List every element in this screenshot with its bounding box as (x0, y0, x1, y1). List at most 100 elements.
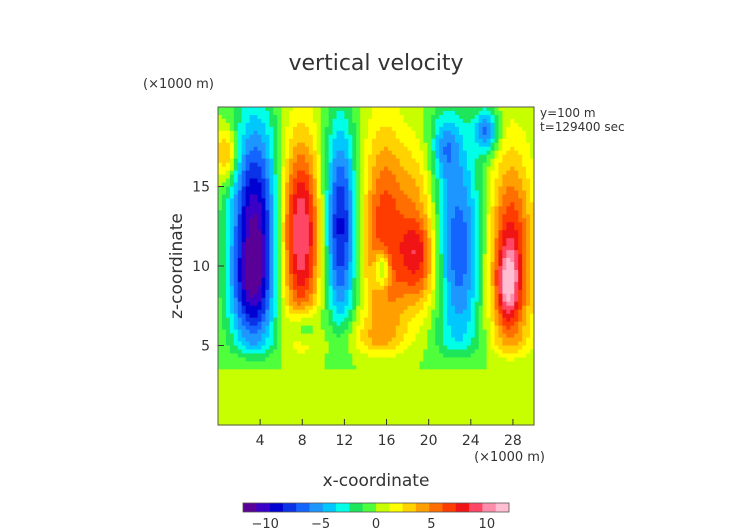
heatmap-cell (221, 158, 227, 164)
heatmap-cell (522, 146, 527, 152)
heatmap-cell (506, 170, 511, 176)
heatmap-cell (376, 166, 381, 172)
heatmap-cell (356, 150, 361, 156)
heatmap-cell (526, 134, 531, 140)
heatmap-cell (218, 297, 223, 303)
heatmap-cell (451, 194, 456, 200)
heatmap-cell (360, 341, 365, 347)
heatmap-cell (506, 341, 511, 347)
heatmap-cell (293, 349, 298, 355)
heatmap-cell (328, 250, 334, 255)
heatmap-cell (285, 142, 290, 148)
heatmap-cell (435, 325, 440, 331)
heatmap-cell (277, 222, 282, 227)
heatmap-cell (364, 170, 369, 176)
heatmap-cell (502, 313, 507, 319)
heatmap-cell (466, 349, 472, 355)
heatmap-cell (273, 118, 278, 124)
heatmap-cell (348, 313, 353, 319)
heatmap-cell (340, 142, 345, 148)
heatmap-cell (522, 158, 527, 164)
heatmap-cell (399, 218, 405, 223)
heatmap-cell (399, 341, 405, 347)
heatmap-cell (229, 341, 235, 347)
heatmap-cell (257, 182, 263, 188)
heatmap-cell (383, 226, 389, 231)
heatmap-cell (407, 285, 413, 291)
heatmap-cell (526, 206, 531, 211)
heatmap-cell (498, 258, 503, 263)
heatmap-cell (403, 297, 409, 303)
heatmap-cell (261, 114, 266, 120)
heatmap-cell (344, 154, 349, 160)
heatmap-cell (352, 126, 357, 132)
heatmap-cell (411, 154, 417, 160)
heatmap-cell (522, 333, 527, 339)
heatmap-cell (490, 325, 496, 331)
heatmap-cell (368, 293, 373, 299)
heatmap-cell (308, 186, 314, 192)
heatmap-cell (498, 238, 503, 243)
heatmap-cell (387, 313, 393, 319)
heatmap-cell (344, 289, 349, 295)
heatmap-cell (285, 345, 290, 351)
heatmap-cell (419, 309, 424, 315)
heatmap-cell (522, 198, 527, 204)
heatmap-cell (328, 118, 334, 124)
heatmap-cell (447, 130, 452, 136)
heatmap-cell (435, 170, 440, 176)
heatmap-cell (419, 118, 424, 124)
heatmap-cell (218, 333, 223, 339)
heatmap-cell (229, 190, 235, 196)
heatmap-cell (486, 226, 492, 231)
heatmap-cell (364, 107, 369, 112)
heatmap-cell (340, 325, 345, 331)
heatmap-cell (368, 277, 373, 283)
heatmap-cell (403, 218, 409, 223)
heatmap-cell (506, 345, 511, 351)
heatmap-cell (269, 122, 274, 128)
heatmap-cell (352, 134, 357, 140)
heatmap-cell (253, 242, 259, 247)
heatmap-cell (368, 194, 373, 200)
heatmap-cell (526, 246, 531, 251)
heatmap-cell (316, 309, 322, 315)
heatmap-cell (332, 269, 338, 275)
heatmap-cell (427, 285, 432, 291)
heatmap-cell (423, 258, 428, 263)
heatmap-cell (379, 186, 385, 192)
heatmap-cell (297, 305, 302, 311)
heatmap-cell (281, 206, 286, 211)
heatmap-cell (474, 182, 480, 188)
heatmap-cell (300, 349, 306, 355)
heatmap-cell (455, 110, 460, 116)
heatmap-cell (423, 166, 428, 172)
heatmap-cell (376, 345, 381, 351)
heatmap-cell (312, 349, 318, 355)
heatmap-cell (225, 158, 231, 164)
heatmap-cell (526, 238, 531, 243)
heatmap-cell (502, 345, 507, 351)
heatmap-cell (300, 166, 306, 172)
heatmap-cell (316, 130, 322, 136)
heatmap-cell (348, 170, 353, 176)
heatmap-cell (281, 190, 286, 196)
heatmap-cell (506, 158, 511, 164)
heatmap-cell (273, 246, 278, 251)
heatmap-cell (364, 254, 369, 259)
heatmap-cell (320, 258, 326, 263)
heatmap-cell (285, 250, 290, 255)
heatmap-cell (308, 118, 314, 124)
heatmap-cell (379, 325, 385, 331)
heatmap-cell (490, 186, 496, 192)
heatmap-cell (435, 234, 440, 239)
heatmap-cell (348, 186, 353, 192)
heatmap-cell (403, 162, 409, 168)
heatmap-cell (312, 341, 318, 347)
heatmap-cell (518, 194, 523, 200)
heatmap-cell (344, 273, 349, 279)
heatmap-cell (229, 273, 235, 279)
heatmap-cell (466, 162, 472, 168)
heatmap-cell (241, 202, 247, 207)
heatmap-cell (474, 118, 480, 124)
